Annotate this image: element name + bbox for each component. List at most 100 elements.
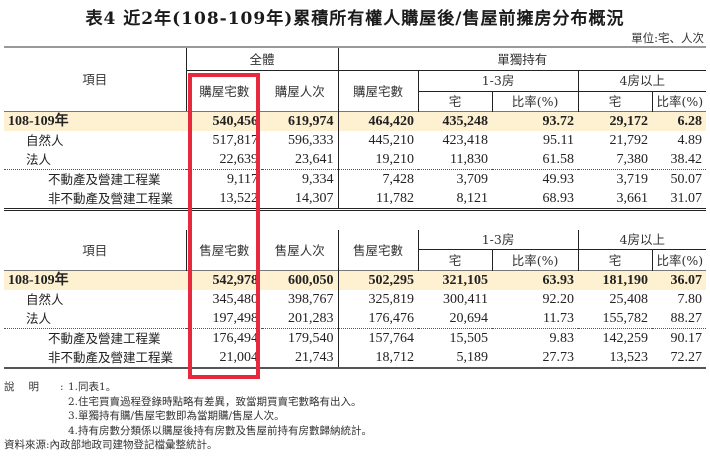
cell: 15,505: [418, 328, 492, 348]
overall-header: 全體: [185, 47, 339, 71]
cell: 3,709: [418, 169, 493, 189]
sale-table: 項目 售屋宅數 售屋人次 售屋宅數 1-3房 4房以上 宅 比率(%) 宅 比率…: [4, 230, 707, 369]
row-label: 不動產及營建工程業: [4, 328, 186, 348]
overall-persons-header: 購屋人次: [262, 70, 339, 112]
notes: 說明:1.同表1。 2.住宅買賣過程登錄時點略有差異，致當期買賣宅數略有出入。 …: [4, 381, 373, 451]
cell: 25,408: [609, 292, 649, 307]
cell: 13,522: [219, 191, 259, 206]
single-total-header: 售屋宅數: [337, 230, 418, 271]
cell: 325,819: [337, 290, 418, 309]
cell: 600,050: [262, 270, 338, 290]
cell: 435,248: [418, 111, 493, 131]
cell: 23,641: [295, 152, 334, 167]
g1-ratio-header: 比率(%): [491, 90, 579, 112]
cell: 20,694: [449, 311, 489, 326]
cell: 201,283: [288, 311, 334, 326]
source-text: 內政部地政司建物登記檔彙整統計。: [49, 439, 218, 451]
table-row: 非不動產及營建工程業 13,522 14,307 11,782 8,121 68…: [4, 189, 707, 210]
cell: 49.93: [492, 169, 579, 189]
cell: 31.07: [670, 191, 703, 206]
cell: 93.72: [492, 111, 579, 131]
table-row: 不動產及營建工程業 176,494 179,540 157,764 15,505…: [4, 328, 707, 348]
cell: 142,259: [578, 328, 653, 348]
row-label: 法人: [26, 311, 52, 326]
table-row: 非不動產及營建工程業 21,004 21,743 18,712 5,189 27…: [4, 348, 707, 368]
item-header: 項目: [4, 47, 186, 112]
g2-units-header: 宅: [577, 90, 653, 112]
cell: 5,189: [456, 350, 489, 365]
cell: 155,782: [602, 311, 649, 326]
cell: 38.42: [670, 152, 703, 167]
cell: 445,210: [337, 131, 419, 150]
item-header: 項目: [82, 242, 108, 258]
cell: 4.89: [677, 133, 703, 148]
overall-units-header: 購屋宅數: [185, 70, 262, 112]
cell: 8,121: [456, 191, 489, 206]
table-row: 108-109年 540,456 619,974 464,420 435,248…: [4, 111, 707, 131]
single-header: 單獨持有: [337, 46, 707, 71]
cell: 14,307: [295, 191, 334, 206]
cell: 423,418: [442, 133, 489, 148]
cell: 21,743: [295, 350, 334, 365]
cell: 7,428: [337, 169, 419, 189]
cell: 7.80: [677, 292, 703, 307]
g1-units-header: 宅: [417, 90, 493, 112]
table-row: 法人 22,639 23,641 19,210 11,830 61.58 7,3…: [4, 150, 706, 170]
table-row: 法人 197,498 201,283 176,476 20,694 11.73 …: [4, 309, 706, 329]
cell: 9,117: [186, 169, 262, 189]
cell: 176,476: [337, 309, 418, 329]
cell: 88.27: [670, 311, 703, 326]
row-label: 法人: [26, 152, 52, 167]
cell: 29,172: [578, 111, 653, 131]
table-row: 108-109年 542,978 600,050 502,295 321,105…: [4, 270, 707, 290]
note-item: 1.同表1。: [68, 381, 117, 393]
table-row: 自然人 517,817 596,333 445,210 423,418 95.1…: [4, 131, 706, 150]
cell: 36.07: [652, 270, 707, 290]
table-title: 表4 近2年(108-109年)累積所有權人購屋後/售屋前擁房分布概況: [85, 9, 625, 29]
cell: 11.73: [543, 311, 575, 326]
g2-units-header: 宅: [577, 249, 653, 271]
cell: 9,334: [262, 169, 339, 189]
cell: 6.28: [652, 111, 707, 131]
cell: 18,712: [337, 348, 418, 368]
group-4plus-header: 4房以上: [577, 230, 707, 250]
g1-ratio-header: 比率(%): [491, 249, 579, 271]
cell: 345,480: [212, 292, 259, 307]
group-4plus-header: 4房以上: [577, 70, 707, 91]
table-row: 自然人 345,480 398,767 325,819 300,411 92.2…: [4, 290, 706, 309]
cell: 27.73: [542, 350, 575, 365]
row-label: 非不動產及營建工程業: [48, 191, 174, 206]
cell: 157,764: [337, 328, 418, 348]
cell: 90.17: [652, 328, 707, 348]
cell: 72.27: [670, 350, 703, 365]
cell: 68.93: [542, 191, 575, 206]
cell: 398,767: [288, 292, 334, 307]
cell: 22,639: [219, 152, 259, 167]
cell: 542,978: [186, 270, 262, 290]
cell: 300,411: [443, 292, 488, 307]
group-1-3-header: 1-3房: [417, 70, 579, 91]
cell: 11,830: [450, 152, 489, 167]
cell: 95.11: [543, 133, 575, 148]
group-1-3-header: 1-3房: [417, 230, 579, 250]
row-label: 自然人: [26, 133, 64, 148]
cell: 596,333: [288, 133, 334, 148]
note-item: 3.單獨持有購/售屋宅數即為當期購/售屋人次。: [68, 410, 285, 422]
row-label: 自然人: [26, 292, 64, 307]
cell: 9.83: [492, 328, 579, 348]
cell: 321,105: [418, 270, 492, 290]
row-label: 不動產及營建工程業: [4, 169, 186, 189]
cell: 179,540: [262, 328, 338, 348]
notes-label: 說明: [4, 381, 53, 393]
table-row: 不動產及營建工程業 9,117 9,334 7,428 3,709 49.93 …: [4, 169, 707, 189]
cell: 517,817: [212, 133, 259, 148]
cell: 619,974: [262, 111, 339, 131]
cell: 19,210: [337, 150, 419, 170]
cell: 13,523: [609, 350, 649, 365]
g1-units-header: 宅: [417, 249, 492, 271]
cell: 92.20: [542, 292, 575, 307]
cell: 181,190: [578, 270, 653, 290]
cell: 540,456: [186, 111, 262, 131]
cell: 464,420: [337, 111, 419, 131]
cell: 11,782: [337, 189, 419, 210]
